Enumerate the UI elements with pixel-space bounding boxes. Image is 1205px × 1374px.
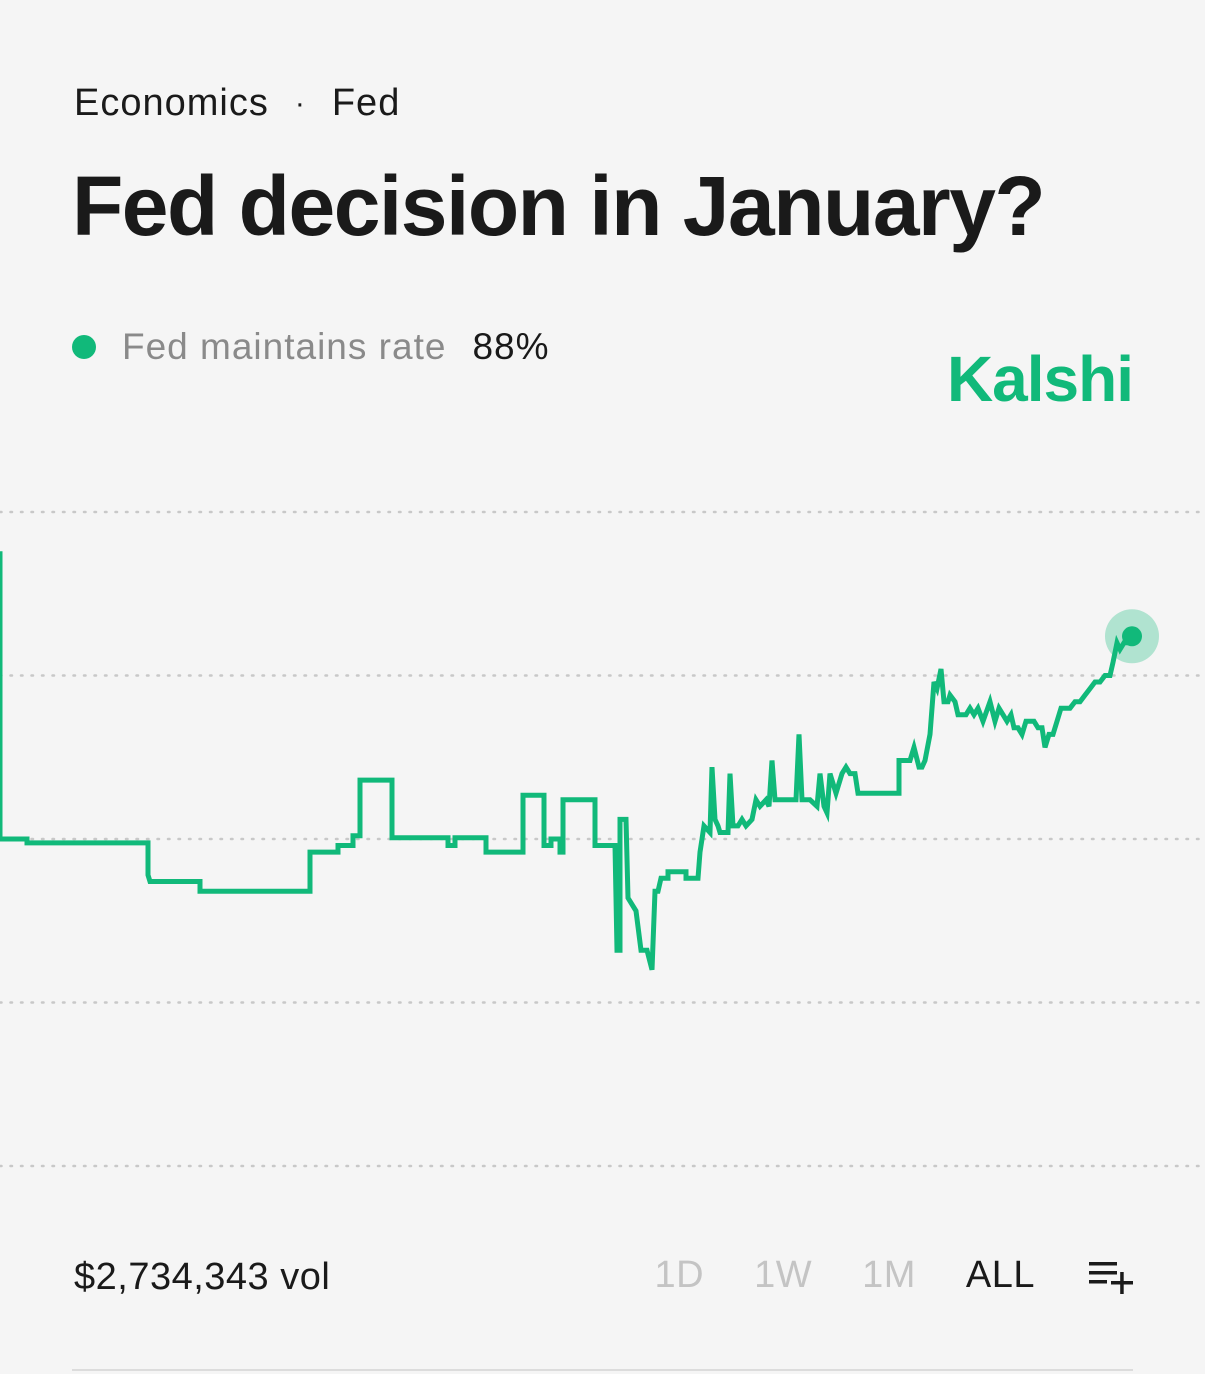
current-point: [1122, 626, 1142, 647]
range-1d-button[interactable]: 1D: [654, 1254, 705, 1296]
legend-label: Fed maintains rate: [122, 326, 447, 367]
playlist-add-icon[interactable]: [1087, 1256, 1137, 1296]
breadcrumb-subcategory[interactable]: Fed: [331, 82, 401, 124]
chart-legend: Fed maintains rate 88%: [72, 326, 550, 368]
range-1m-button[interactable]: 1M: [862, 1254, 916, 1296]
legend-dot-icon: [72, 335, 96, 359]
breadcrumb: Economics · Fed: [74, 82, 400, 125]
range-all-button[interactable]: ALL: [965, 1254, 1035, 1296]
divider: [72, 1369, 1133, 1371]
breadcrumb-category[interactable]: Economics: [74, 82, 269, 124]
series-line: [0, 551, 1135, 971]
time-range-selector: 1D 1W 1M ALL: [605, 1254, 1138, 1297]
volume-text: $2,734,343 vol: [74, 1256, 331, 1298]
brand-logo: Kalshi: [946, 343, 1134, 415]
range-1w-button[interactable]: 1W: [754, 1254, 813, 1296]
page-title: Fed decision in January?: [72, 159, 1046, 253]
legend-value: 88%: [472, 326, 550, 367]
current-point-halo: [1105, 609, 1159, 664]
breadcrumb-separator: ·: [294, 86, 306, 120]
